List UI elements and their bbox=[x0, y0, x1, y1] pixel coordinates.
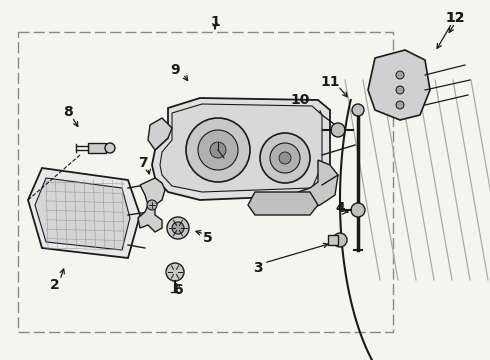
Text: 4: 4 bbox=[335, 201, 345, 215]
Bar bbox=[328, 235, 338, 245]
Text: 8: 8 bbox=[63, 105, 73, 119]
Polygon shape bbox=[152, 98, 330, 200]
Polygon shape bbox=[368, 50, 430, 120]
Polygon shape bbox=[248, 192, 318, 215]
Polygon shape bbox=[35, 178, 130, 250]
Circle shape bbox=[167, 217, 189, 239]
Text: 1: 1 bbox=[210, 15, 220, 29]
Text: 12: 12 bbox=[445, 11, 465, 25]
Circle shape bbox=[351, 203, 365, 217]
Circle shape bbox=[260, 133, 310, 183]
Text: 9: 9 bbox=[170, 63, 180, 77]
Circle shape bbox=[270, 143, 300, 173]
Circle shape bbox=[147, 200, 157, 210]
Text: 12: 12 bbox=[445, 11, 465, 25]
Polygon shape bbox=[148, 118, 172, 150]
Circle shape bbox=[279, 152, 291, 164]
Circle shape bbox=[210, 142, 226, 158]
Circle shape bbox=[198, 130, 238, 170]
Text: 3: 3 bbox=[253, 261, 263, 275]
Circle shape bbox=[331, 123, 345, 137]
Circle shape bbox=[396, 86, 404, 94]
Circle shape bbox=[166, 263, 184, 281]
Polygon shape bbox=[138, 178, 165, 232]
Circle shape bbox=[396, 101, 404, 109]
Polygon shape bbox=[160, 104, 322, 192]
Circle shape bbox=[105, 143, 115, 153]
Circle shape bbox=[172, 222, 184, 234]
Polygon shape bbox=[28, 168, 140, 258]
Circle shape bbox=[396, 71, 404, 79]
Circle shape bbox=[186, 118, 250, 182]
Text: 7: 7 bbox=[138, 156, 148, 170]
Text: 6: 6 bbox=[173, 283, 183, 297]
Bar bbox=[18, 32, 393, 332]
Bar bbox=[88, 143, 106, 153]
Text: 10: 10 bbox=[290, 93, 310, 107]
Text: 5: 5 bbox=[203, 231, 213, 245]
Circle shape bbox=[333, 233, 347, 247]
Polygon shape bbox=[295, 160, 338, 210]
Text: 11: 11 bbox=[320, 75, 340, 89]
Text: 2: 2 bbox=[50, 278, 60, 292]
Circle shape bbox=[352, 104, 364, 116]
